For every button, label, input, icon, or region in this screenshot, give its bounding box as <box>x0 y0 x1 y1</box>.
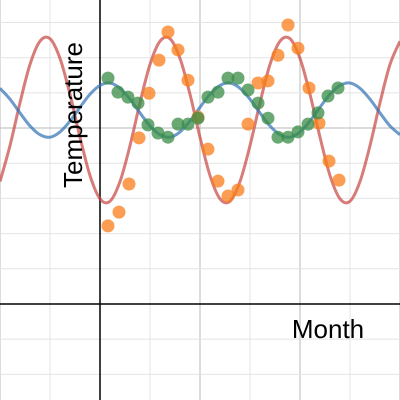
data-point <box>201 142 215 156</box>
data-point <box>261 111 275 125</box>
data-point <box>271 130 285 144</box>
data-point <box>321 89 335 103</box>
data-point <box>331 81 345 95</box>
data-point <box>241 83 255 97</box>
data-point <box>332 173 346 187</box>
data-point <box>161 25 175 39</box>
data-point <box>141 118 155 132</box>
data-point <box>221 71 235 85</box>
data-point <box>291 125 305 139</box>
plot-area <box>0 18 400 233</box>
data-point <box>132 131 146 145</box>
data-point <box>191 111 205 125</box>
data-point <box>131 96 145 110</box>
data-point <box>322 154 336 168</box>
data-point <box>281 130 295 144</box>
data-point <box>101 219 115 233</box>
data-point <box>171 43 185 57</box>
data-point <box>211 174 225 188</box>
data-point <box>101 71 115 85</box>
data-point <box>221 189 235 203</box>
data-point <box>151 126 165 140</box>
y-axis-label: Temperature <box>58 42 88 188</box>
data-point <box>302 81 316 95</box>
data-point <box>261 74 275 88</box>
data-point <box>251 96 265 110</box>
data-point <box>271 48 285 62</box>
data-point <box>152 53 166 67</box>
data-point <box>121 90 135 104</box>
data-point <box>291 41 305 55</box>
data-point <box>281 18 295 32</box>
data-point <box>181 73 195 87</box>
data-point <box>171 117 185 131</box>
data-point <box>301 117 315 131</box>
data-point <box>312 116 326 130</box>
data-point <box>122 177 136 191</box>
data-point <box>111 85 125 99</box>
data-point <box>251 76 265 90</box>
data-point <box>241 117 255 131</box>
x-axis-label: Month <box>292 314 364 344</box>
data-point <box>211 85 225 99</box>
data-point <box>181 117 195 131</box>
data-point <box>311 106 325 120</box>
data-point <box>201 90 215 104</box>
data-point <box>231 183 245 197</box>
data-point <box>112 205 126 219</box>
curve <box>0 35 400 205</box>
data-point <box>231 71 245 85</box>
data-point <box>142 86 156 100</box>
data-point <box>161 130 175 144</box>
